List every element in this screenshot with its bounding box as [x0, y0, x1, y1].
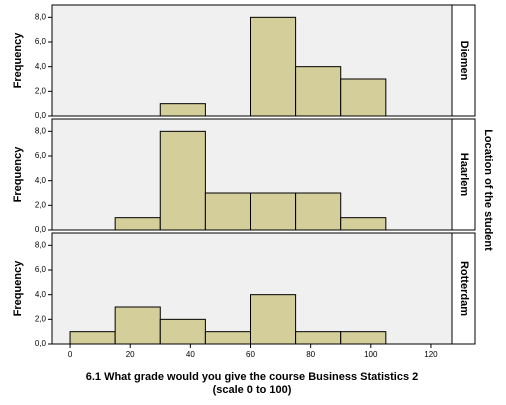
panel-strip: [451, 118, 476, 231]
panel-label: Rotterdam: [458, 261, 470, 316]
x-axis-label: (scale 0 to 100): [213, 384, 292, 396]
y-tick-label: 8,0: [35, 240, 47, 249]
y-axis-label: Frequency: [12, 146, 24, 203]
y-tick-label: 0,0: [35, 111, 47, 120]
y-tick-label: 4,0: [35, 62, 47, 71]
y-tick-label: 2,0: [35, 86, 47, 95]
bar: [295, 331, 342, 345]
y-tick-label: 6,0: [35, 265, 47, 274]
x-tick-label: 0: [68, 350, 73, 359]
panel-strip: [451, 232, 476, 345]
y-axis-label: Frequency: [12, 32, 24, 89]
bar: [340, 78, 387, 117]
panel-strip: [451, 4, 476, 117]
panel-label: Haarlem: [458, 153, 470, 197]
bar: [340, 217, 387, 231]
bar: [159, 130, 206, 231]
y-tick-label: 0,0: [35, 339, 47, 348]
bar: [114, 306, 161, 345]
x-tick-label: 100: [364, 350, 378, 359]
x-tick-label: 40: [186, 350, 195, 359]
bar: [249, 294, 297, 345]
bar: [249, 192, 297, 231]
bar: [159, 318, 206, 345]
y-tick-label: 0,0: [35, 225, 47, 234]
x-tick-label: 60: [246, 350, 255, 359]
y-tick-label: 6,0: [35, 151, 47, 160]
y-tick-label: 2,0: [35, 200, 47, 209]
bar: [69, 331, 116, 345]
y-axis-label: Frequency: [12, 260, 24, 317]
y-tick-label: 4,0: [35, 290, 47, 299]
x-axis-label: 6.1 What grade would you give the course…: [86, 371, 419, 383]
y-tick-label: 2,0: [35, 314, 47, 323]
y-tick-label: 8,0: [35, 126, 47, 135]
bar: [204, 331, 251, 345]
x-tick-label: 120: [424, 350, 438, 359]
x-tick-label: 20: [126, 350, 135, 359]
bar: [249, 16, 297, 117]
bar: [295, 66, 342, 117]
panel-label: Diemen: [458, 41, 470, 81]
facet-title: Location of the student: [482, 129, 494, 251]
y-tick-label: 4,0: [35, 176, 47, 185]
y-tick-label: 8,0: [35, 12, 47, 21]
bar: [340, 331, 387, 345]
x-tick-label: 80: [306, 350, 315, 359]
y-tick-label: 6,0: [35, 37, 47, 46]
bar: [159, 103, 206, 117]
bar: [204, 192, 251, 231]
bar: [114, 217, 161, 231]
bar: [295, 192, 342, 231]
